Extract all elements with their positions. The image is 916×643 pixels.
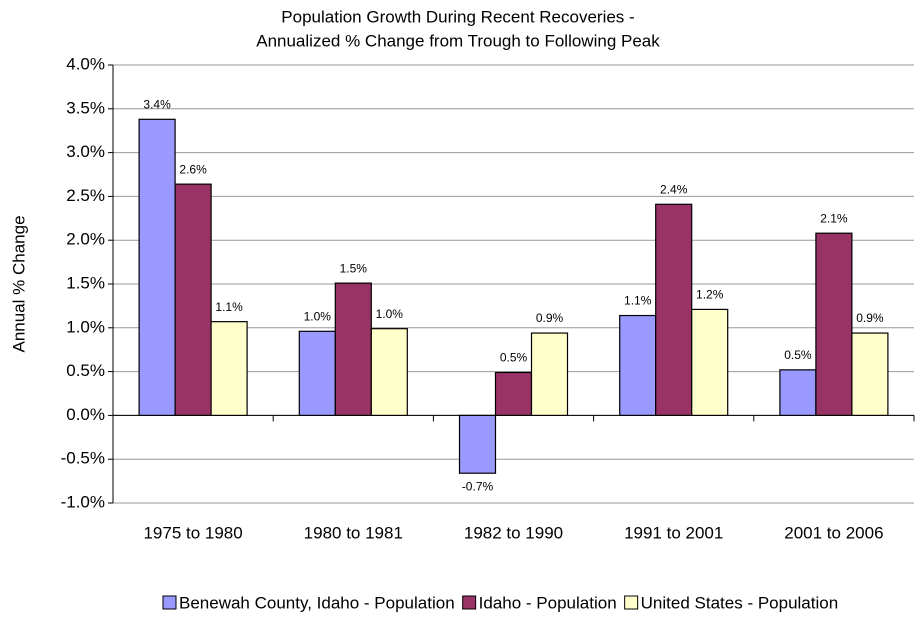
y-tick-label: 0.0% xyxy=(66,405,105,424)
x-tick-label: 2001 to 2006 xyxy=(784,523,883,542)
x-tick-label: 1975 to 1980 xyxy=(143,523,242,542)
value-label: 1.1% xyxy=(215,300,243,314)
bar xyxy=(334,282,372,416)
bar xyxy=(298,330,336,416)
legend-swatch xyxy=(162,595,177,610)
bar xyxy=(370,328,408,416)
value-label: 2.6% xyxy=(179,162,207,176)
bar xyxy=(174,183,212,416)
bar xyxy=(619,314,657,417)
x-tick-label: 1982 to 1990 xyxy=(464,523,563,542)
bar xyxy=(458,414,497,474)
value-label: 1.2% xyxy=(696,288,724,302)
y-tick-label: 3.5% xyxy=(66,98,105,117)
bar xyxy=(691,308,729,416)
bar xyxy=(210,321,248,417)
legend-label: Idaho - Population xyxy=(479,593,617,612)
value-label: 1.1% xyxy=(624,294,652,308)
y-tick-label: 2.5% xyxy=(66,186,105,205)
chart-subtitle: Annualized % Change from Trough to Follo… xyxy=(256,31,660,50)
value-label: 2.4% xyxy=(660,182,688,196)
legend-label: Benewah County, Idaho - Population xyxy=(179,593,455,612)
y-tick-label: -0.5% xyxy=(61,449,105,468)
value-label: 0.9% xyxy=(856,311,884,325)
y-tick-label: 1.0% xyxy=(66,317,105,336)
value-label: -0.7% xyxy=(462,479,494,493)
bar xyxy=(815,232,853,416)
value-label: 1.5% xyxy=(340,261,368,275)
bar xyxy=(851,332,889,417)
y-axis-title: Annual % Change xyxy=(9,215,28,352)
y-tick-label: 3.0% xyxy=(66,142,105,161)
x-tick-label: 1980 to 1981 xyxy=(304,523,403,542)
bar xyxy=(138,118,176,417)
y-tick-label: 2.0% xyxy=(66,230,105,249)
y-tick-label: 1.5% xyxy=(66,273,105,292)
bar xyxy=(655,203,693,416)
bar xyxy=(779,369,817,416)
legend-label: United States - Population xyxy=(641,593,839,612)
value-label: 0.5% xyxy=(500,351,528,365)
value-label: 3.4% xyxy=(143,97,171,111)
value-label: 0.9% xyxy=(536,311,564,325)
value-label: 1.0% xyxy=(304,309,332,323)
value-label: 0.5% xyxy=(784,348,812,362)
y-tick-label: 0.5% xyxy=(66,361,105,380)
y-tick-label: 4.0% xyxy=(66,54,105,73)
legend-swatch xyxy=(462,595,477,610)
value-label: 1.0% xyxy=(376,307,404,321)
bar xyxy=(530,332,569,417)
legend-swatch xyxy=(624,595,639,610)
y-tick-label: -1.0% xyxy=(61,492,105,511)
value-label: 2.1% xyxy=(820,211,848,225)
bar xyxy=(494,371,533,417)
x-tick-label: 1991 to 2001 xyxy=(624,523,723,542)
chart-title: Population Growth During Recent Recoveri… xyxy=(281,7,634,26)
